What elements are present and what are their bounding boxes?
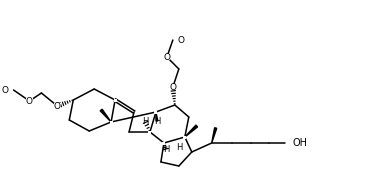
Bar [54, 103, 61, 109]
Bar [163, 54, 170, 60]
Bar [149, 130, 152, 134]
Polygon shape [185, 125, 198, 137]
Text: H: H [154, 116, 160, 125]
Text: H: H [176, 143, 182, 152]
Text: O: O [54, 102, 61, 111]
Bar [114, 98, 116, 102]
Text: OH: OH [292, 138, 307, 148]
Text: O: O [163, 53, 170, 62]
Bar [183, 136, 186, 138]
Text: H: H [163, 145, 169, 154]
Text: O: O [178, 35, 185, 44]
Polygon shape [212, 128, 217, 143]
Bar [155, 111, 157, 114]
Bar [169, 84, 177, 90]
Polygon shape [156, 112, 158, 121]
Bar [110, 120, 113, 123]
Text: O: O [2, 86, 9, 94]
Bar [163, 141, 166, 145]
Text: O: O [169, 82, 177, 91]
Bar [26, 98, 33, 104]
Text: H: H [142, 116, 148, 125]
Polygon shape [100, 109, 111, 122]
Text: O: O [26, 96, 33, 105]
